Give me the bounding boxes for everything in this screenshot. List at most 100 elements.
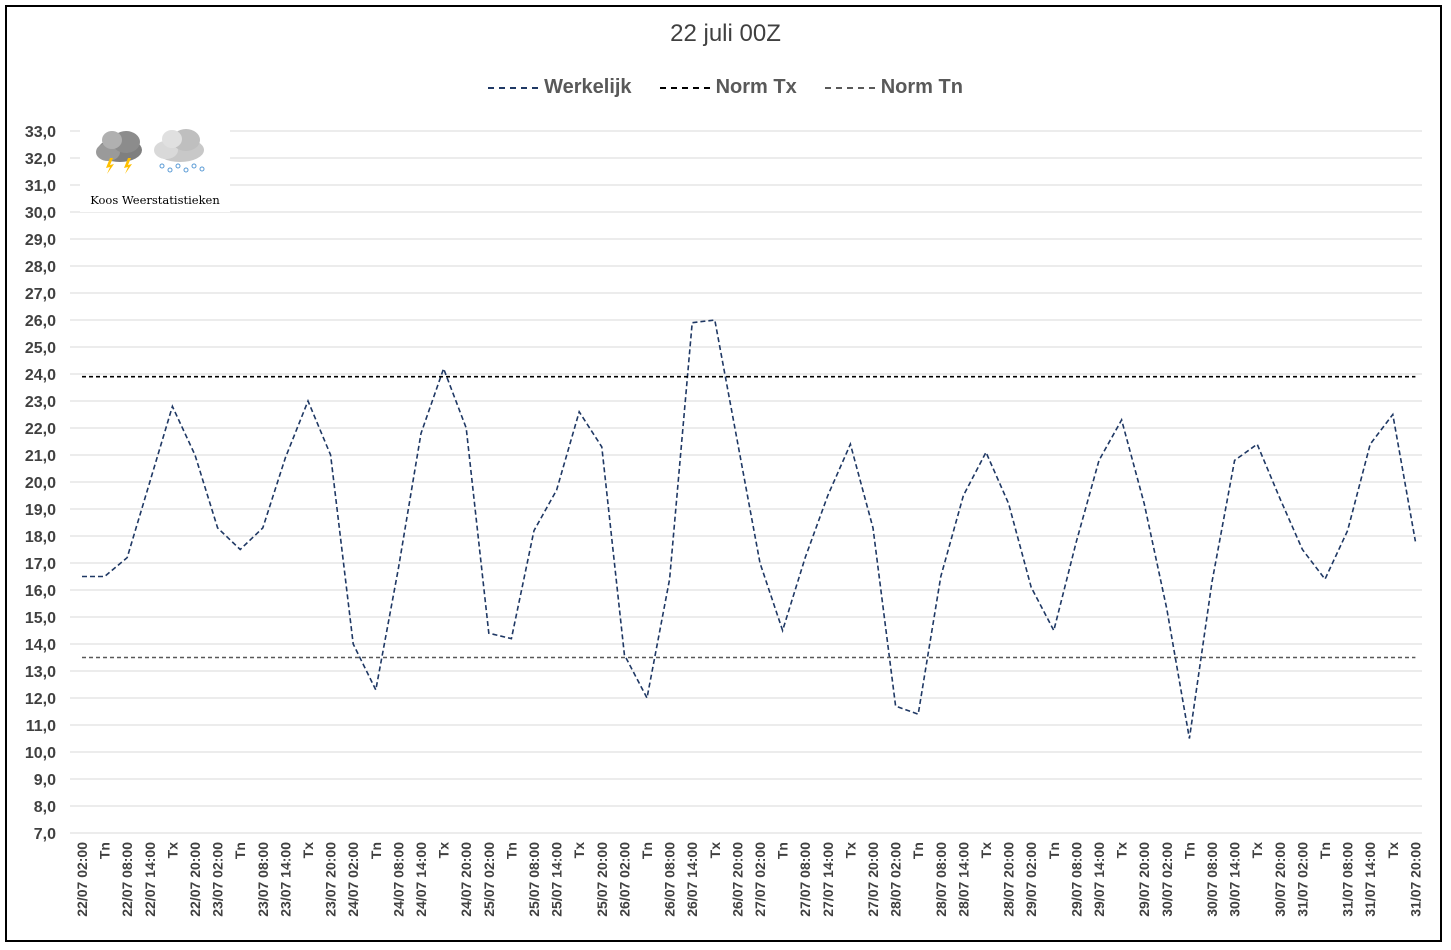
x-tick-label: Tn — [503, 842, 519, 859]
x-tick-label: Tn — [1046, 842, 1062, 859]
x-tick-label: Tn — [775, 842, 791, 859]
x-tick-label: Tx — [436, 842, 452, 859]
x-tick-label: Tn — [232, 842, 248, 859]
series-line-werkelijk — [82, 319, 1417, 739]
x-tick-label: 23/07 14:00 — [277, 842, 293, 917]
x-tick-label: 31/07 14:00 — [1362, 842, 1378, 917]
chart-title: 22 juli 00Z — [670, 20, 781, 47]
y-tick-label: 22,0 — [25, 421, 56, 438]
x-tick-label: 26/07 02:00 — [616, 842, 632, 917]
x-tick-label: Tn — [1181, 842, 1197, 859]
x-tick-label: 25/07 20:00 — [594, 842, 610, 917]
x-tick-label: 27/07 02:00 — [752, 842, 768, 917]
x-tick-label: 29/07 02:00 — [1023, 842, 1039, 917]
x-tick-label: 25/07 02:00 — [481, 842, 497, 917]
x-tick-label: Tx — [1114, 842, 1130, 859]
y-tick-label: 13,0 — [25, 664, 56, 681]
x-tick-label: 27/07 14:00 — [820, 842, 836, 917]
x-tick-label: Tn — [368, 842, 384, 859]
legend-item-norm-tn: Norm Tn — [824, 76, 963, 99]
y-tick-label: 17,0 — [25, 556, 56, 573]
x-tick-label: Tx — [571, 842, 587, 859]
y-tick-label: 20,0 — [25, 475, 56, 492]
y-tick-label: 26,0 — [25, 313, 56, 330]
y-tick-label: 12,0 — [25, 691, 56, 708]
gridlines — [70, 130, 1422, 834]
x-tick-label: 27/07 20:00 — [865, 842, 881, 917]
logo-text: Koos Weerstatistieken — [90, 193, 220, 207]
y-tick-label: 11,0 — [26, 718, 56, 735]
chart-frame — [5, 5, 1442, 942]
logo-icons — [96, 129, 205, 174]
y-axis-ticks: 7,0 8,0 9,0 10,0 11,0 12,0 13,0 14,0 15,0 16,0 17,… — [25, 124, 56, 843]
y-tick-label: 28,0 — [25, 259, 56, 276]
y-tick-label: 27,0 — [25, 286, 56, 303]
x-tick-label: 22/07 08:00 — [119, 842, 135, 917]
x-tick-label: Tx — [164, 842, 180, 859]
x-tick-label: 22/07 14:00 — [142, 842, 158, 917]
x-tick-label: Tx — [300, 842, 316, 859]
y-tick-label: 18,0 — [25, 529, 56, 546]
x-tick-label: Tx — [842, 842, 858, 859]
x-tick-label: 25/07 14:00 — [549, 842, 565, 917]
legend-item-werkelijk: Werkelijk — [488, 76, 632, 99]
y-tick-label: 32,0 — [25, 151, 56, 168]
x-tick-label: 28/07 02:00 — [888, 842, 904, 917]
legend-swatch-norm-tx — [659, 86, 710, 89]
x-tick-label: 31/07 08:00 — [1340, 842, 1356, 917]
x-tick-label: 23/07 02:00 — [210, 842, 226, 917]
y-tick-label: 30,0 — [25, 205, 56, 222]
y-tick-label: 31,0 — [25, 178, 56, 195]
x-tick-label: 30/07 20:00 — [1272, 842, 1288, 917]
legend-swatch-norm-tn — [824, 86, 875, 89]
x-tick-label: 22/07 02:00 — [74, 842, 90, 917]
legend-item-norm-tx: Norm Tx — [659, 76, 797, 99]
x-tick-label: Tx — [1249, 842, 1265, 859]
x-tick-label: Tn — [1317, 842, 1333, 859]
x-tick-label: 23/07 08:00 — [255, 842, 271, 917]
y-tick-label: 21,0 — [25, 448, 56, 465]
thunderstorm-cloud-icon — [96, 131, 142, 174]
x-tick-label: 30/07 14:00 — [1227, 842, 1243, 917]
x-tick-label: 29/07 14:00 — [1091, 842, 1107, 917]
x-tick-label: 24/07 08:00 — [390, 842, 406, 917]
x-tick-label: 30/07 08:00 — [1204, 842, 1220, 917]
y-tick-label: 23,0 — [25, 394, 56, 411]
snow-cloud-icon — [154, 129, 205, 173]
x-tick-label: 24/07 14:00 — [413, 842, 429, 917]
y-tick-label: 16,0 — [25, 583, 56, 600]
y-tick-label: 25,0 — [25, 340, 56, 357]
y-tick-label: 7,0 — [34, 826, 56, 843]
x-tick-label: Tx — [707, 842, 723, 859]
x-tick-label: 28/07 20:00 — [1001, 842, 1017, 917]
x-tick-label: Tx — [1385, 842, 1401, 859]
x-tick-label: 26/07 20:00 — [729, 842, 745, 917]
y-tick-label: 19,0 — [25, 502, 56, 519]
x-tick-label: 23/07 20:00 — [323, 842, 339, 917]
logo: Koos Weerstatistieken — [80, 122, 230, 212]
x-tick-label: Tn — [97, 842, 113, 859]
x-tick-label: 29/07 08:00 — [1068, 842, 1084, 917]
x-tick-label: Tx — [978, 842, 994, 859]
legend-swatch-werkelijk — [488, 86, 539, 89]
x-tick-label: Tn — [910, 842, 926, 859]
x-axis-ticks: 22/07 02:00 Tn 22/07 08:00 22/07 14:00 Tx 22/… — [74, 842, 1423, 917]
x-tick-label: 24/07 20:00 — [458, 842, 474, 917]
series-lines — [82, 319, 1417, 739]
legend-label-werkelijk: Werkelijk — [544, 76, 632, 98]
x-tick-label: 22/07 20:00 — [187, 842, 203, 917]
x-tick-label: 28/07 14:00 — [955, 842, 971, 917]
x-tick-label: 30/07 02:00 — [1159, 842, 1175, 917]
y-tick-label: 29,0 — [25, 232, 56, 249]
y-tick-label: 14,0 — [25, 637, 56, 654]
x-tick-label: Tn — [639, 842, 655, 859]
x-tick-label: 28/07 08:00 — [933, 842, 949, 917]
y-tick-label: 9,0 — [34, 772, 56, 789]
x-tick-label: 24/07 02:00 — [345, 842, 361, 917]
y-tick-label: 15,0 — [25, 610, 56, 627]
y-tick-label: 10,0 — [25, 745, 56, 762]
legend-label-norm-tn: Norm Tn — [880, 76, 963, 98]
legend: Werkelijk Norm Tx Norm Tn — [0, 76, 1451, 99]
y-tick-label: 8,0 — [34, 799, 56, 816]
x-tick-label: 26/07 14:00 — [684, 842, 700, 917]
